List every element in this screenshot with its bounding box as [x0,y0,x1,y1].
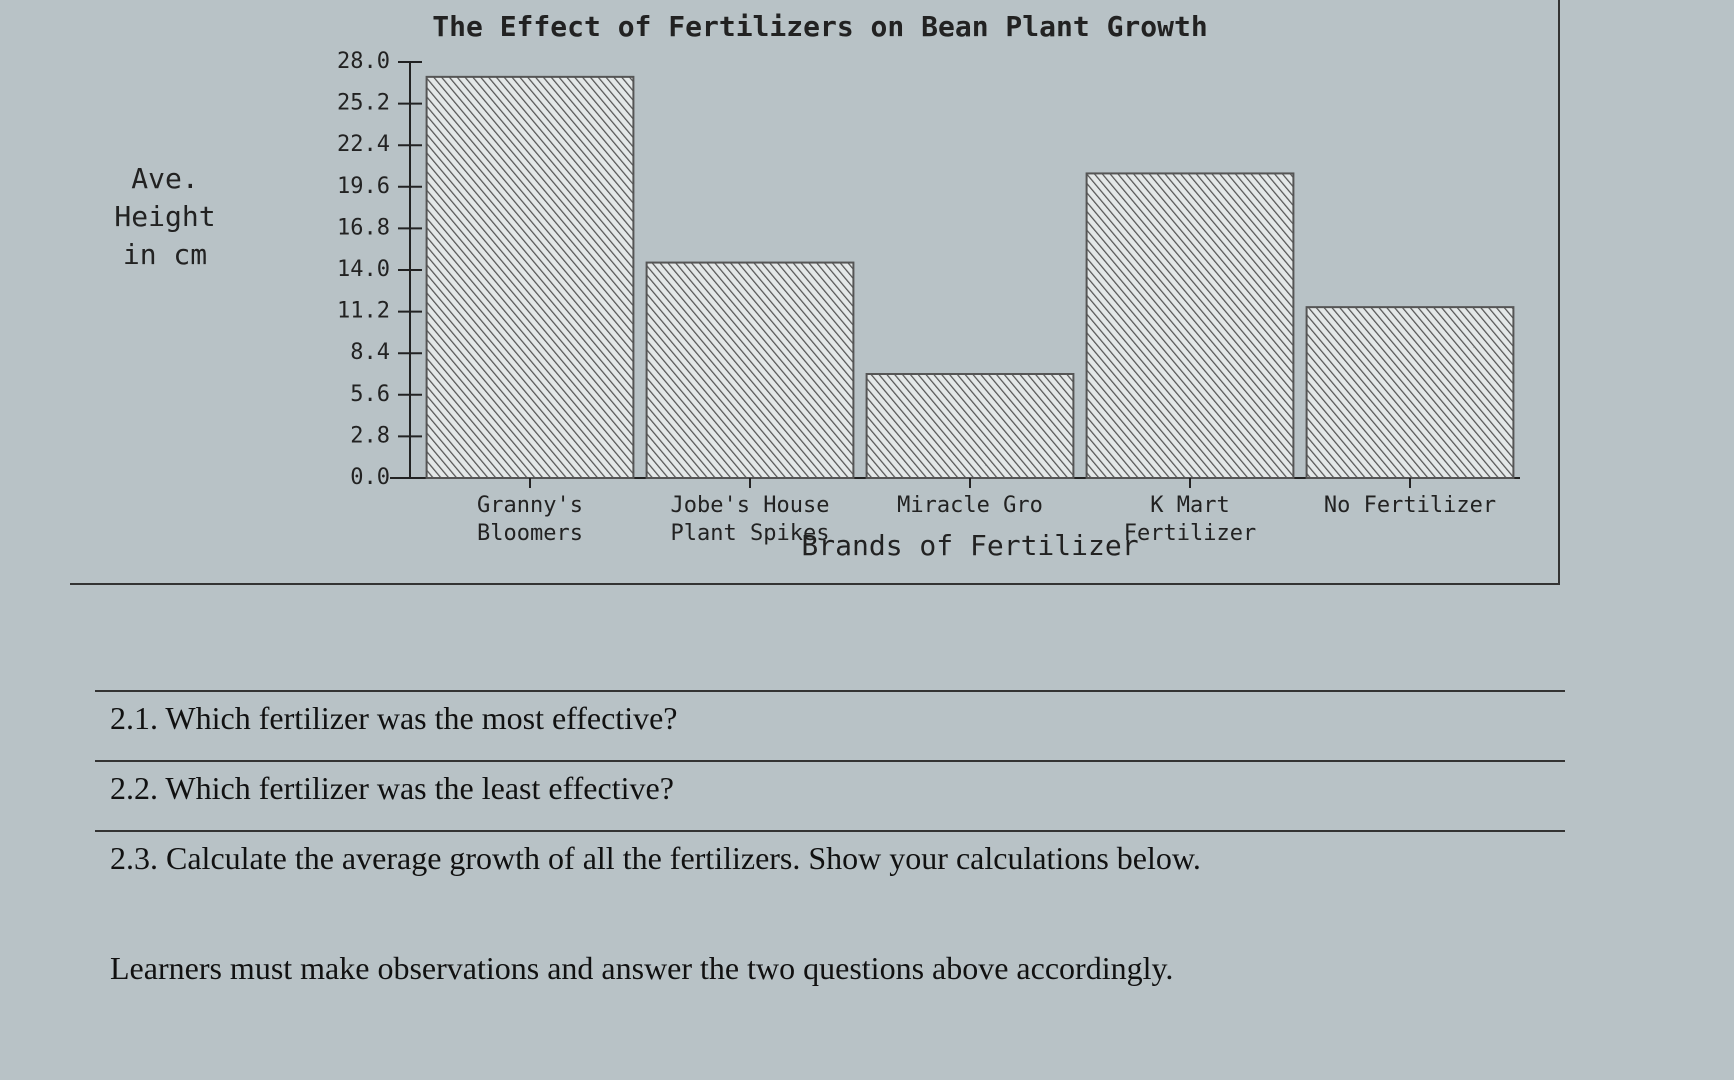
chart: The Effect of Fertilizers on Bean Plant … [337,10,1520,490]
x-tick-label: No Fertilizer [1323,493,1497,518]
y-tick-label: 14.0 [337,257,390,282]
y-tick-label: 5.6 [350,382,390,407]
x-tick-label: Miracle Gro [897,493,1043,518]
bar [425,75,635,479]
bar [865,373,1075,479]
question: 2.1. Which fertilizer was the most effec… [110,700,678,736]
chart-title: The Effect of Fertilizers on Bean Plant … [432,10,1207,43]
y-tick-label: 22.4 [337,132,390,157]
note: Learners must make observations and answ… [110,950,1174,986]
question: 2.3. Calculate the average growth of all… [110,840,1201,876]
y-tick-label: 2.8 [350,423,390,448]
bar [1085,172,1295,480]
bar [645,261,855,480]
y-tick-label: 25.2 [337,91,390,116]
y-tick-label: 0.0 [350,465,390,490]
x-tick-label: Jobe's House Plant Spikes [670,493,830,546]
y-tick-label: 28.0 [337,49,390,74]
x-tick-label: Granny's Bloomers [477,493,583,546]
y-tick-label: 16.8 [337,215,390,240]
answer-line [95,830,1565,832]
x-axis-label: Brands of Fertilizer [801,529,1139,562]
x-tick-label: K Mart Fertilizer [1123,493,1257,546]
y-tick-label: 8.4 [350,340,390,365]
chart-frame [70,0,1560,585]
bar [1305,306,1515,479]
y-tick-label: 19.6 [337,174,390,199]
question: 2.2. Which fertilizer was the least effe… [110,770,674,806]
y-axis-label: Ave. Height in cm [114,162,216,271]
y-tick-label: 11.2 [337,299,390,324]
answer-line [95,690,1565,692]
answer-line [95,760,1565,762]
